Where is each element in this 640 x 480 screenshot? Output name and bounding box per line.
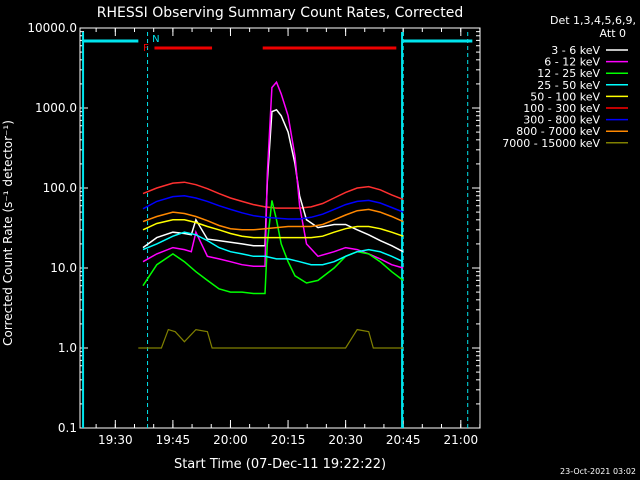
legend-entry-label: 300 - 800 keV bbox=[523, 114, 600, 127]
y-axis-label: Corrected Count Rate (s⁻¹ detector⁻¹) bbox=[1, 120, 15, 346]
f-flag-label: F bbox=[143, 43, 149, 54]
data-series bbox=[138, 80, 404, 349]
y-tick-label: 10.0 bbox=[50, 261, 77, 275]
series-line-7000-15000-kev bbox=[138, 328, 404, 349]
plot-border bbox=[79, 27, 481, 429]
legend-entry-label: 800 - 7000 keV bbox=[516, 125, 600, 138]
legend-entry-label: 3 - 6 keV bbox=[551, 44, 600, 57]
legend-entry-label: 12 - 25 keV bbox=[537, 67, 600, 80]
legend-header-att: Att 0 bbox=[600, 27, 626, 40]
x-tick-label: 19:30 bbox=[98, 433, 133, 447]
x-axis-label: Start Time (07-Dec-11 19:22:22) bbox=[174, 457, 386, 472]
chart-title: RHESSI Observing Summary Count Rates, Co… bbox=[97, 5, 463, 21]
y-tick-label: 0.1 bbox=[58, 421, 77, 435]
legend-header: Det 1,3,4,5,6,9, bbox=[550, 14, 636, 27]
series-line-800-7000-kev bbox=[142, 208, 404, 231]
plot-frame bbox=[79, 27, 481, 429]
x-tick-label: 20:45 bbox=[386, 433, 421, 447]
series-line-300-800-kev bbox=[142, 195, 404, 220]
y-tick-label: 1.0 bbox=[58, 341, 77, 355]
series-line-50-100-kev bbox=[142, 219, 404, 239]
y-tick-label: 10000.0 bbox=[27, 21, 77, 35]
series-line-25-50-kev bbox=[142, 231, 404, 266]
n-flag-label: N bbox=[152, 34, 159, 45]
legend-entry-label: 6 - 12 keV bbox=[544, 56, 600, 69]
series-line-top-red bbox=[142, 181, 404, 209]
x-tick-label: 20:15 bbox=[271, 433, 306, 447]
legend-entry-label: 7000 - 15000 keV bbox=[502, 137, 600, 150]
x-tick-label: 21:00 bbox=[444, 433, 479, 447]
x-tick-label: 20:30 bbox=[328, 433, 363, 447]
series-line-6-12-kev bbox=[142, 80, 404, 269]
status-flags: NF bbox=[81, 32, 473, 428]
legend-entry-label: 25 - 50 keV bbox=[537, 79, 600, 92]
footer-date: 23-Oct-2021 03:02 bbox=[560, 467, 636, 476]
x-tick-label: 19:45 bbox=[156, 433, 191, 447]
y-tick-label: 1000.0 bbox=[35, 101, 77, 115]
legend-entry-label: 100 - 300 keV bbox=[523, 102, 600, 115]
x-axis-ticks: 19:30 19:45 20:00 20:15 20:30 20:45 21:00 bbox=[95, 28, 481, 447]
legend-entry-label: 50 - 100 keV bbox=[530, 90, 600, 103]
x-tick-label: 20:00 bbox=[213, 433, 248, 447]
y-tick-label: 100.0 bbox=[43, 181, 77, 195]
